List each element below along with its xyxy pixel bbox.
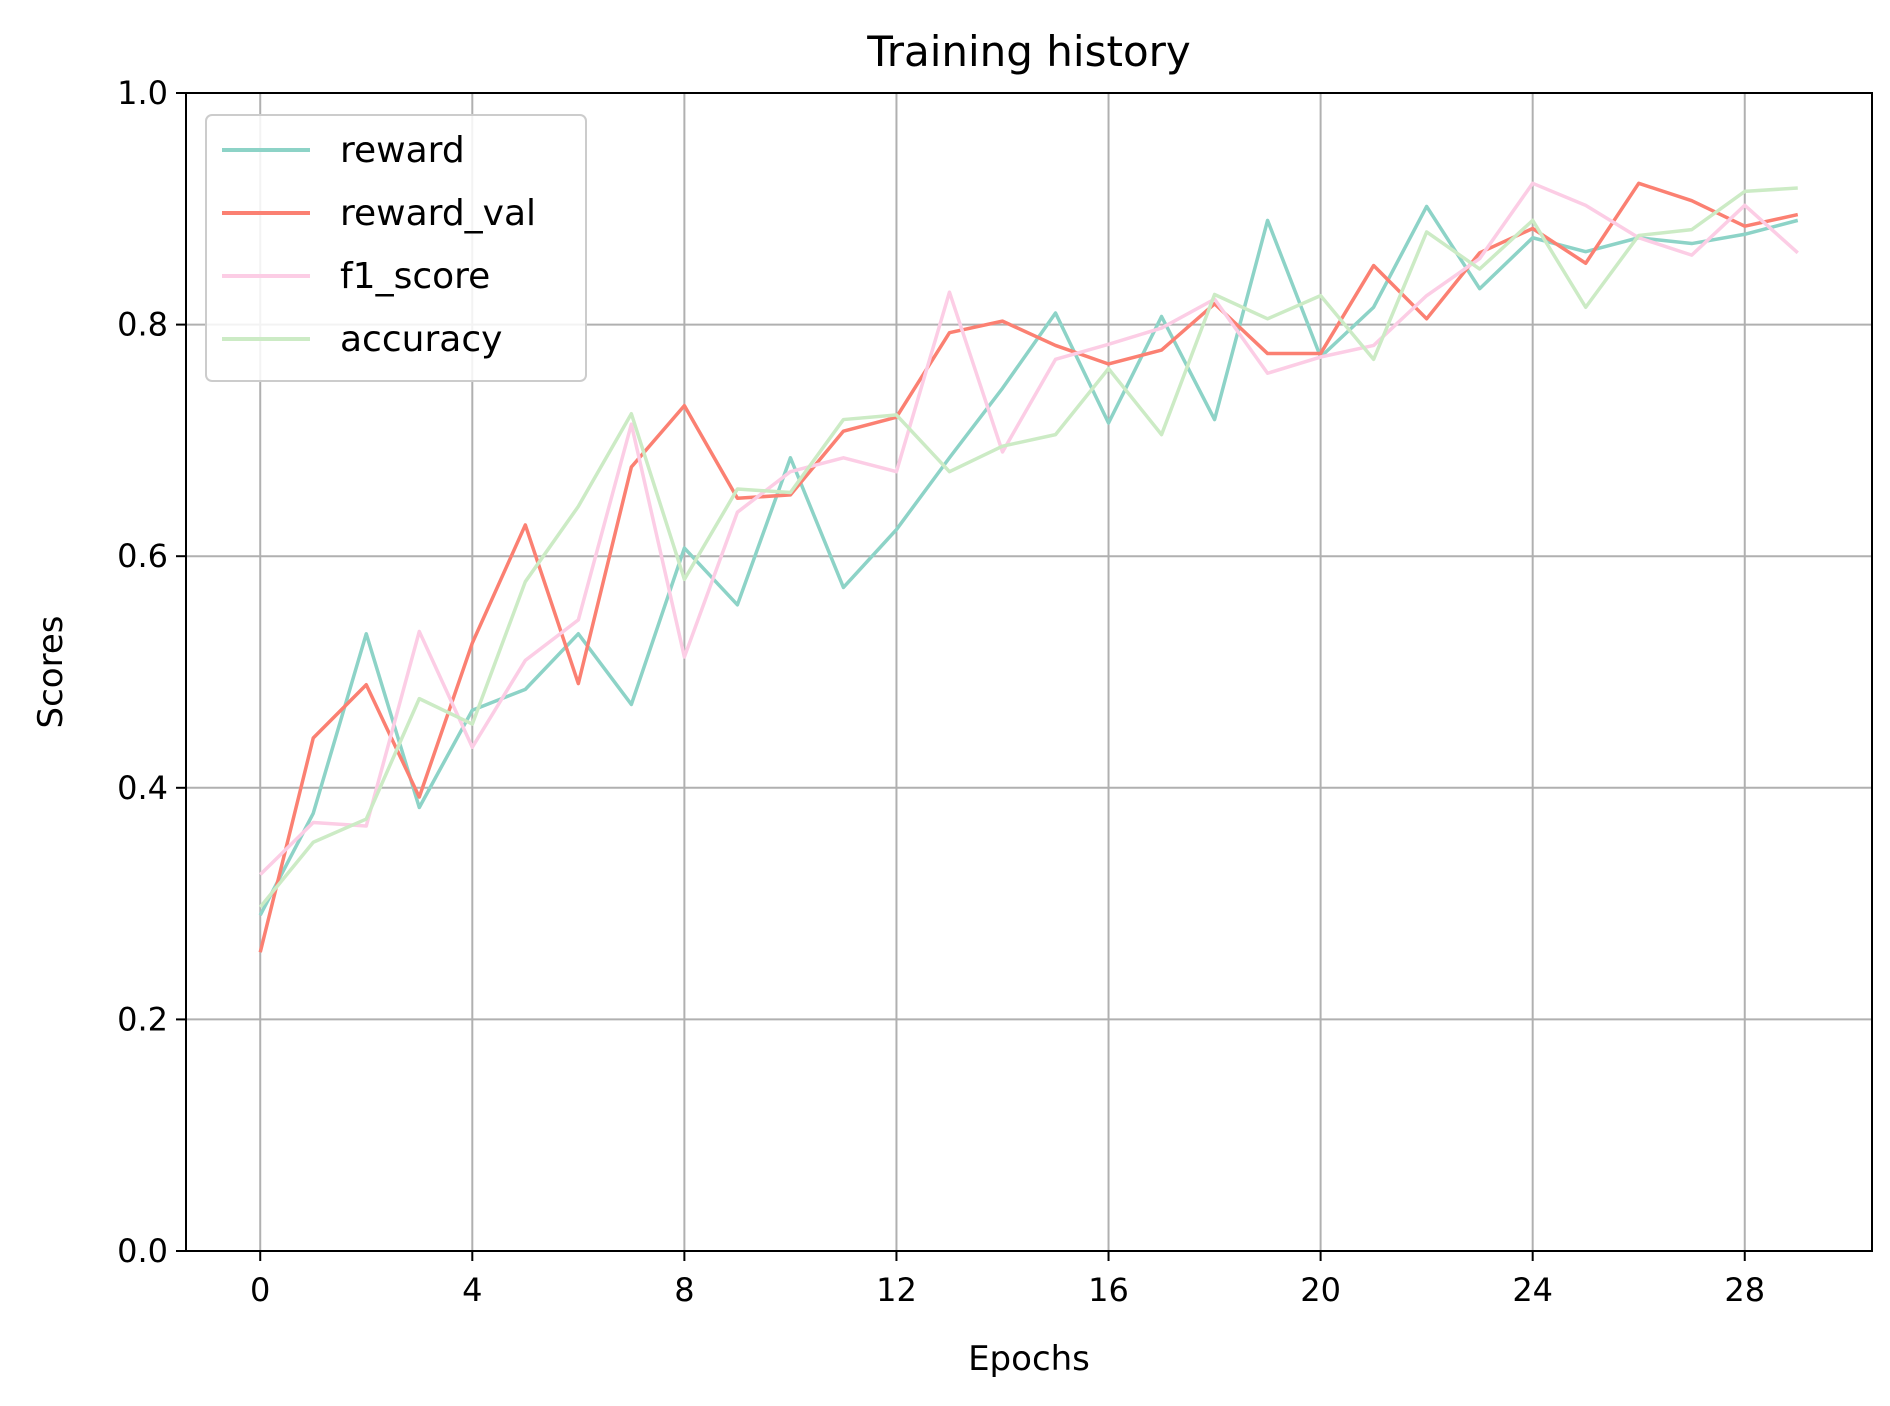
series-line-accuracy (258, 186, 1798, 909)
series-lines (258, 181, 1799, 953)
y-tick-label: 0.0 (117, 1232, 168, 1270)
y-tick-label: 0.6 (117, 537, 168, 575)
y-tick-label: 1.0 (117, 74, 168, 112)
legend: reward reward_val f1_score accuracy (205, 114, 587, 382)
legend-box (205, 114, 587, 382)
x-tick-label: 28 (1724, 1271, 1765, 1309)
y-tick-label: 0.2 (117, 1000, 168, 1038)
x-tick-label: 20 (1300, 1271, 1341, 1309)
chart-title: Training history (866, 27, 1191, 76)
series-line-reward (258, 204, 1799, 916)
x-tick-label: 12 (876, 1271, 917, 1309)
x-tick-label: 24 (1512, 1271, 1553, 1309)
legend-label-f1-score: f1_score (340, 256, 490, 297)
series-line-f1-score (259, 181, 1799, 876)
legend-label-reward: reward (340, 130, 465, 171)
axes-frame (185, 92, 1873, 1252)
y-tick-label: 0.8 (117, 306, 168, 344)
legend-label-accuracy: accuracy (340, 319, 502, 360)
ticks: 0 4 8 12 16 20 24 28 0.0 0.2 0.4 0.6 0.8 1.0 (117, 74, 1765, 1309)
legend-label-reward-val: reward_val (340, 193, 536, 234)
y-tick-label: 0.4 (117, 769, 168, 807)
x-tick-label: 0 (250, 1271, 270, 1309)
x-tick-label: 4 (462, 1271, 482, 1309)
x-tick-label: 8 (674, 1271, 694, 1309)
x-tick-label: 16 (1088, 1271, 1129, 1309)
y-axis-label: Scores (31, 616, 71, 729)
x-axis-label: Epochs (968, 1339, 1090, 1379)
